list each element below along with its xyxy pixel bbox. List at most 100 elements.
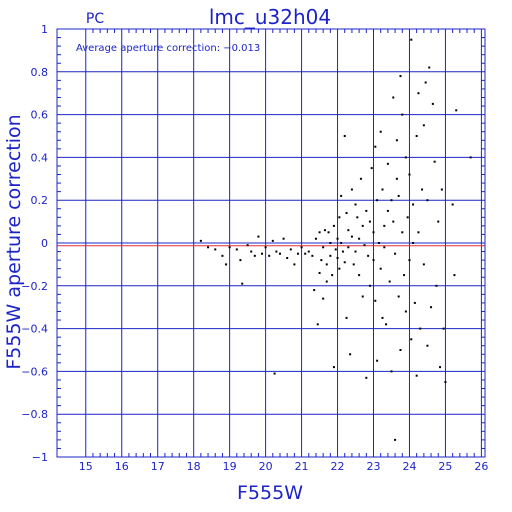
data-point [199, 239, 202, 242]
y-tick-labels: −1 −0.8 −0.6 −0.4 −0.2 0 0.2 0.4 0.6 0.8 1 [21, 23, 48, 464]
data-point [412, 242, 415, 244]
data-point [385, 323, 388, 326]
data-point [379, 267, 382, 270]
data-point [377, 242, 380, 244]
data-point [381, 316, 384, 319]
data-point [397, 194, 400, 197]
data-point [430, 306, 433, 309]
data-point [361, 295, 364, 298]
data-point [361, 224, 364, 227]
data-point [397, 295, 400, 298]
data-point [241, 282, 244, 285]
data-point [374, 299, 377, 302]
data-point [329, 242, 332, 244]
data-point [221, 254, 224, 257]
x-tick-label: 19 [223, 460, 237, 473]
data-point [358, 237, 361, 240]
chart-subtitle: PC [86, 11, 104, 27]
chart-title: lmc_u32h04 [209, 5, 331, 29]
data-point [268, 254, 271, 257]
data-point [349, 353, 352, 356]
data-point [383, 246, 386, 249]
data-point [415, 374, 418, 377]
data-point [415, 135, 418, 137]
data-point [207, 246, 210, 249]
data-point [331, 274, 334, 277]
x-tick-labels: 15 16 17 18 19 20 21 22 23 24 25 26 [79, 460, 489, 473]
data-point [359, 177, 362, 180]
data-point [327, 231, 330, 234]
data-point [437, 220, 440, 223]
y-tick-label: 0.4 [31, 151, 49, 164]
x-tick-label: 21 [295, 460, 309, 473]
data-point [239, 259, 242, 262]
data-point [394, 252, 397, 255]
data-point [341, 250, 344, 253]
data-point [271, 239, 274, 242]
data-point [345, 212, 348, 215]
data-point [250, 250, 253, 253]
data-point [365, 376, 368, 379]
y-axis-label: F555W aperture correction [3, 114, 25, 369]
data-point [370, 167, 373, 170]
data-point [350, 235, 353, 238]
x-tick-label: 22 [331, 460, 345, 473]
data-point [214, 248, 217, 251]
data-point [453, 274, 456, 277]
data-point [421, 188, 424, 191]
data-point [469, 156, 472, 159]
data-point [422, 263, 425, 266]
data-point [311, 254, 314, 257]
data-point [399, 349, 402, 351]
data-point [228, 246, 231, 249]
data-point [392, 96, 395, 99]
data-point [323, 229, 326, 232]
data-point [368, 220, 371, 223]
data-point [401, 231, 404, 234]
data-point [379, 130, 382, 133]
data-point [372, 231, 375, 234]
data-point [428, 66, 431, 69]
data-point [304, 252, 307, 255]
data-points [199, 38, 472, 441]
data-point [264, 246, 267, 249]
data-point [394, 438, 397, 441]
data-point [367, 254, 370, 257]
data-point [431, 102, 434, 105]
data-point [440, 188, 443, 191]
data-point [399, 75, 402, 78]
data-point [246, 244, 249, 247]
data-point [444, 381, 447, 384]
y-tick-label: 1 [41, 23, 48, 36]
data-point [395, 177, 398, 180]
data-point [313, 289, 316, 292]
data-point [322, 297, 325, 300]
data-point [419, 327, 422, 330]
data-point [408, 173, 411, 176]
data-point [318, 231, 321, 234]
data-point [345, 316, 348, 319]
data-point [340, 242, 343, 244]
data-point [325, 280, 328, 283]
data-point [343, 261, 346, 264]
data-point [307, 250, 310, 253]
x-tick-label: 26 [474, 460, 488, 473]
data-point [368, 284, 371, 287]
data-point [426, 344, 429, 347]
y-tick-label: −0.6 [21, 365, 48, 378]
data-point [278, 252, 281, 255]
data-point [332, 366, 335, 369]
data-point [320, 259, 323, 262]
data-point [390, 199, 393, 202]
data-point [390, 370, 393, 373]
data-point [388, 280, 391, 283]
y-tick-label: 0 [41, 237, 48, 250]
data-point [363, 244, 366, 247]
data-point [376, 359, 379, 362]
average-annotation: Average aperture correction: −0.013 [76, 43, 260, 54]
data-point [257, 235, 260, 238]
data-point [410, 38, 413, 41]
data-point [296, 252, 299, 255]
data-point [386, 209, 389, 212]
